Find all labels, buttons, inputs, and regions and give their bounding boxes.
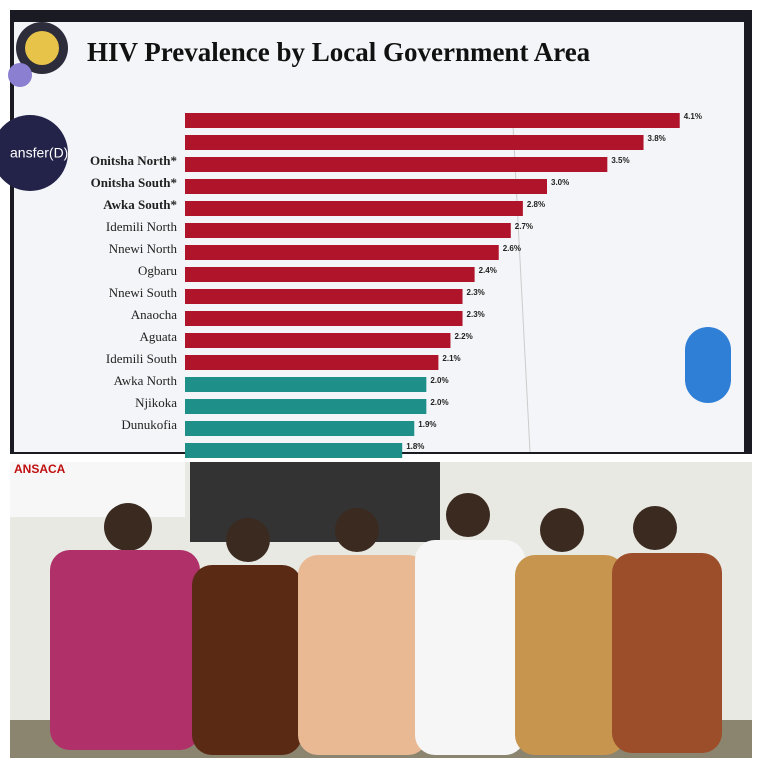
bar <box>185 245 499 260</box>
category-label: Anaocha <box>131 307 177 322</box>
chart-title: HIV Prevalence by Local Government Area <box>87 37 591 67</box>
head <box>446 493 490 537</box>
bar <box>185 399 427 414</box>
bar <box>185 157 608 172</box>
value-label: 3.0% <box>551 178 569 187</box>
category-label: Aguata <box>139 329 177 344</box>
bar <box>185 135 644 150</box>
value-label: 1.8% <box>406 442 424 451</box>
side-button[interactable] <box>0 115 68 191</box>
person <box>612 553 722 753</box>
head <box>104 503 152 551</box>
value-label: 2.7% <box>515 222 533 231</box>
value-label: 2.3% <box>467 310 485 319</box>
bar <box>185 267 475 282</box>
value-label: 2.0% <box>430 398 448 407</box>
edit-icon[interactable] <box>685 327 731 403</box>
logo-inner <box>25 31 59 65</box>
category-label: Njikoka <box>135 395 177 410</box>
person <box>50 550 200 750</box>
category-label: Awka South* <box>103 197 177 212</box>
value-label: 4.1% <box>684 112 702 121</box>
category-label: Awka North <box>114 373 178 388</box>
bar <box>185 421 415 436</box>
head <box>540 508 584 552</box>
banner <box>10 462 185 517</box>
value-label: 2.0% <box>430 376 448 385</box>
value-label: 1.9% <box>418 420 436 429</box>
category-label: Idemili South <box>106 351 178 366</box>
head <box>335 508 379 552</box>
category-label: Idemili North <box>106 219 178 234</box>
person <box>298 555 428 755</box>
people <box>50 493 722 755</box>
value-label: 2.2% <box>454 332 472 341</box>
bar <box>185 377 427 392</box>
category-label: Onitsha North* <box>90 153 177 168</box>
category-label: Nnewi North <box>109 241 178 256</box>
bar <box>185 443 403 458</box>
value-label: 2.8% <box>527 200 545 209</box>
category-label: Ogbaru <box>138 263 177 278</box>
bar <box>185 201 523 216</box>
bar <box>185 333 451 348</box>
bar <box>185 113 680 128</box>
value-label: 2.3% <box>467 288 485 297</box>
button-label[interactable]: ansfer(D) <box>10 145 68 161</box>
value-label: 2.1% <box>442 354 460 363</box>
person <box>515 555 625 755</box>
side-dot <box>8 63 32 87</box>
value-label: 3.5% <box>611 156 629 165</box>
value-label: 3.8% <box>648 134 666 143</box>
person <box>415 540 525 755</box>
bar <box>185 289 463 304</box>
category-label: Nnewi South <box>109 285 178 300</box>
bar <box>185 311 463 326</box>
bar <box>185 223 511 238</box>
person <box>192 565 302 755</box>
bar <box>185 179 547 194</box>
bar <box>185 355 439 370</box>
sign-text: ANSACA <box>14 462 66 476</box>
head <box>226 518 270 562</box>
doorway <box>190 462 440 542</box>
value-label: 2.4% <box>479 266 497 275</box>
category-label: Dunukofia <box>121 417 177 432</box>
category-label: Onitsha South* <box>91 175 177 190</box>
head <box>633 506 677 550</box>
value-label: 2.6% <box>503 244 521 253</box>
